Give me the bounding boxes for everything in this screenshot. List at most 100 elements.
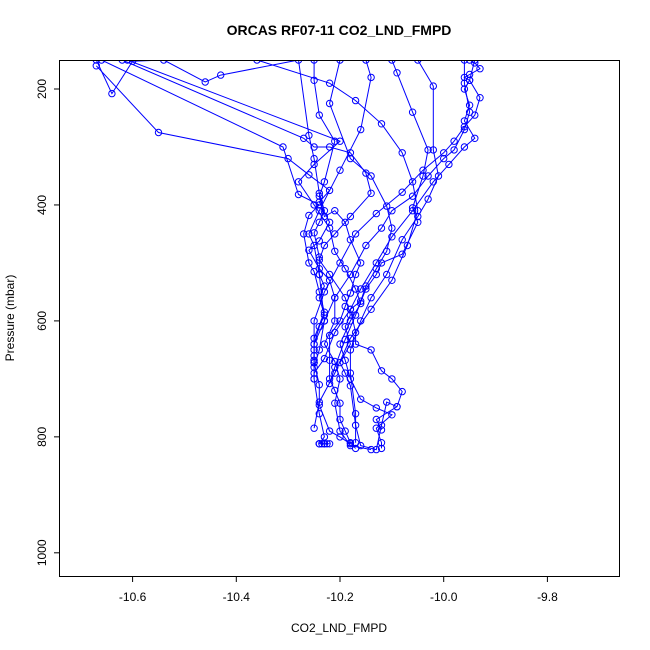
data-point	[305, 246, 313, 254]
data-point	[351, 410, 360, 418]
data-point	[331, 369, 339, 377]
series-0	[92, 60, 329, 448]
data-point	[341, 427, 349, 435]
data-point	[393, 403, 401, 411]
data-point	[315, 218, 323, 227]
data-point	[408, 192, 417, 200]
data-point	[160, 60, 168, 64]
data-point	[383, 202, 391, 210]
data-point	[294, 190, 303, 199]
data-point	[377, 367, 386, 375]
data-point	[367, 346, 375, 354]
data-point	[372, 404, 380, 412]
data-point	[362, 60, 370, 64]
series-line	[349, 60, 440, 443]
data-point	[424, 172, 432, 180]
data-point	[154, 128, 163, 137]
series-11	[310, 60, 484, 383]
series-line	[308, 60, 372, 368]
data-point	[92, 60, 100, 64]
data-point	[445, 160, 453, 169]
data-point	[310, 241, 318, 250]
data-point	[383, 398, 391, 406]
data-point	[305, 171, 313, 179]
data-point	[217, 71, 225, 79]
data-point	[325, 427, 334, 435]
series-8	[346, 60, 443, 447]
data-point	[383, 270, 391, 279]
data-point	[325, 99, 334, 108]
series-1	[92, 62, 375, 454]
data-point	[315, 346, 323, 354]
data-point	[388, 224, 396, 232]
data-point	[310, 201, 318, 209]
data-point	[465, 101, 474, 109]
data-point	[346, 154, 355, 163]
data-point	[419, 166, 427, 174]
data-point	[346, 305, 355, 313]
data-point	[305, 230, 313, 238]
data-point	[323, 440, 331, 448]
data-point	[424, 146, 432, 154]
data-point	[310, 143, 318, 151]
data-point	[325, 276, 334, 284]
data-point	[346, 346, 355, 354]
data-point	[118, 60, 126, 64]
data-point	[331, 247, 339, 256]
data-point	[346, 289, 355, 297]
data-point	[372, 209, 380, 218]
data-point	[346, 334, 355, 342]
data-point	[460, 117, 469, 125]
data-point	[331, 294, 339, 302]
data-point	[372, 270, 380, 279]
series-line	[95, 65, 372, 451]
data-point	[372, 259, 380, 267]
data-point	[310, 346, 318, 354]
data-point	[357, 125, 365, 134]
data-point	[450, 137, 458, 145]
data-point	[465, 76, 474, 85]
data-point	[310, 76, 318, 85]
data-point	[367, 172, 375, 180]
y-axis: 200 400 600 800 1000	[35, 79, 60, 566]
data-point	[320, 433, 329, 441]
data-point	[408, 178, 417, 186]
data-point	[331, 317, 339, 325]
data-point	[300, 134, 308, 143]
data-point	[471, 134, 479, 143]
data-point	[398, 236, 406, 244]
series-line	[256, 60, 419, 429]
data-point	[351, 439, 360, 447]
data-point	[351, 96, 360, 105]
data-point	[341, 265, 349, 273]
x-tick-label: -9.8	[537, 590, 558, 604]
data-point	[315, 323, 323, 331]
data-point	[388, 207, 396, 215]
data-point	[372, 424, 380, 432]
data-point	[320, 207, 329, 215]
data-point	[310, 154, 318, 163]
x-tick-label: -10.4	[223, 590, 251, 604]
data-point	[346, 212, 355, 221]
x-tick-label: -10.6	[119, 590, 147, 604]
data-point	[377, 259, 386, 267]
data-point	[351, 444, 360, 453]
data-point	[108, 89, 116, 98]
data-point	[320, 354, 329, 363]
data-point	[331, 363, 339, 371]
series-line	[329, 60, 403, 431]
data-point	[336, 427, 344, 435]
data-point	[476, 94, 484, 102]
data-point	[325, 440, 334, 448]
y-tick-label: 1000	[35, 539, 49, 566]
data-point	[315, 256, 323, 264]
data-point	[471, 111, 479, 119]
data-point	[310, 424, 318, 432]
data-point	[460, 60, 469, 64]
data-point	[377, 444, 386, 453]
data-point	[351, 285, 360, 293]
data-point	[320, 440, 329, 448]
data-point	[279, 143, 287, 151]
data-point	[315, 192, 323, 200]
data-point	[336, 166, 344, 174]
